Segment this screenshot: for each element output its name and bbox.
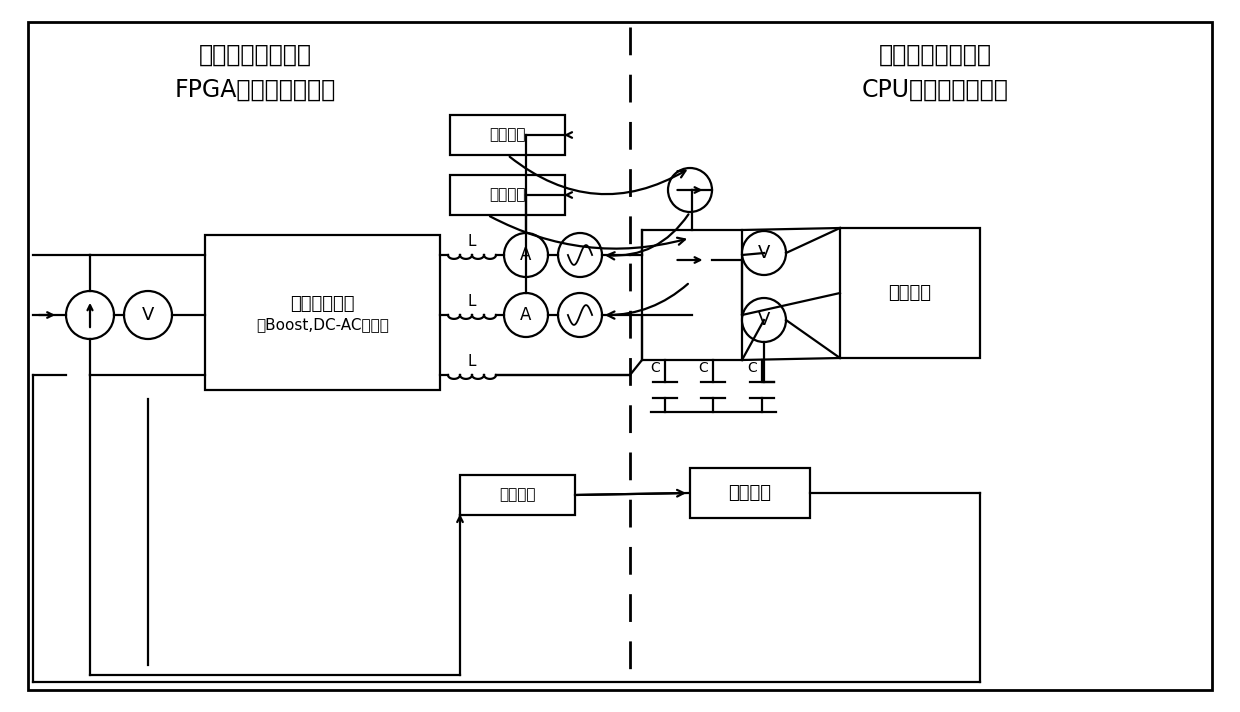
Text: V: V (758, 244, 770, 262)
Text: V: V (758, 311, 770, 329)
Bar (689, 468, 810, 518)
Text: 交流电网: 交流电网 (889, 284, 931, 302)
Bar (450, 115, 565, 155)
Circle shape (558, 233, 601, 277)
Circle shape (124, 291, 172, 339)
Text: 电力电子仿真模型: 电力电子仿真模型 (198, 43, 311, 67)
Text: 电力电子电路: 电力电子电路 (290, 295, 355, 313)
Circle shape (503, 233, 548, 277)
Text: CPU大步长实时仿真: CPU大步长实时仿真 (862, 78, 1008, 102)
Circle shape (742, 298, 786, 342)
Text: FPGA小步长实时仿真: FPGA小步长实时仿真 (175, 78, 336, 102)
Text: A: A (521, 306, 532, 324)
Bar (450, 175, 565, 215)
Circle shape (668, 168, 712, 212)
Bar (205, 235, 440, 390)
Bar (839, 228, 980, 358)
Text: 滑动平均: 滑动平均 (490, 127, 526, 142)
Bar (642, 230, 742, 360)
Text: L: L (467, 234, 476, 248)
Circle shape (742, 231, 786, 275)
Text: L: L (467, 293, 476, 308)
Text: C: C (650, 361, 660, 375)
Text: V: V (141, 306, 154, 324)
Text: 滑动平均: 滑动平均 (500, 488, 536, 503)
Text: 交流电网仿真模型: 交流电网仿真模型 (878, 43, 992, 67)
Text: C: C (698, 361, 708, 375)
Text: 光伏电池: 光伏电池 (729, 484, 771, 502)
Circle shape (558, 293, 601, 337)
Text: L: L (467, 353, 476, 369)
Bar (460, 475, 575, 515)
Circle shape (668, 238, 712, 282)
Text: （Boost,DC-AC逆变）: （Boost,DC-AC逆变） (257, 317, 389, 332)
Circle shape (66, 291, 114, 339)
Text: C: C (748, 361, 756, 375)
Circle shape (503, 293, 548, 337)
Text: A: A (521, 246, 532, 264)
Text: 滑动平均: 滑动平均 (490, 187, 526, 202)
